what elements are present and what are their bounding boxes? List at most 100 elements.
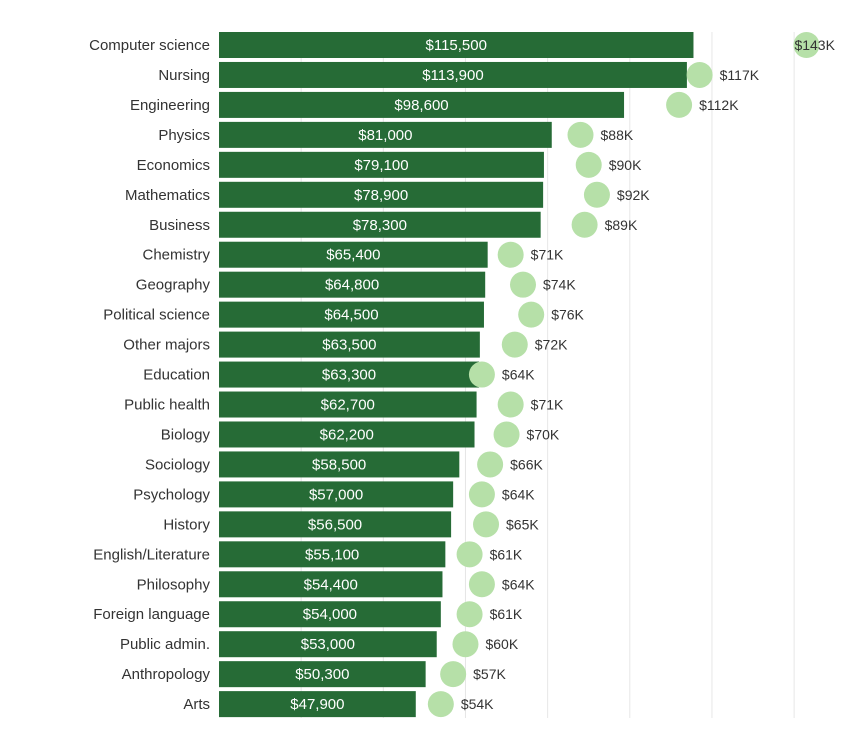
bar-value-label: $47,900 xyxy=(290,696,344,713)
dot xyxy=(497,391,524,418)
dot-value-label: $60K xyxy=(485,636,518,652)
dot xyxy=(452,631,479,658)
dot xyxy=(793,32,820,58)
dot-value-label: $57K xyxy=(473,666,506,682)
dot-value-label: $64K xyxy=(502,576,535,592)
category-label: Chemistry xyxy=(142,247,210,264)
dot xyxy=(456,601,483,628)
bar xyxy=(219,391,477,418)
bar-value-label: $54,000 xyxy=(303,606,357,623)
bar-value-label: $53,000 xyxy=(301,636,355,653)
bar xyxy=(219,601,441,628)
dot-value-label: $70K xyxy=(527,426,560,442)
category-label: Psychology xyxy=(133,486,210,503)
dot-value-label: $66K xyxy=(510,456,543,472)
bar xyxy=(219,181,544,208)
bar-value-label: $65,400 xyxy=(326,247,380,264)
category-label: Business xyxy=(149,217,210,234)
category-label: Public health xyxy=(124,397,210,414)
dot xyxy=(473,511,500,538)
bar-value-label: $62,200 xyxy=(320,426,374,443)
dot-value-label: $74K xyxy=(543,277,576,293)
dot-value-label: $64K xyxy=(502,367,535,383)
category-label: Biology xyxy=(161,426,211,443)
dot xyxy=(440,661,467,688)
dot-value-label: $76K xyxy=(551,307,584,323)
dot xyxy=(427,691,454,718)
bar-value-label: $113,900 xyxy=(422,67,483,84)
bar-value-label: $115,500 xyxy=(426,37,487,54)
category-label: History xyxy=(163,516,210,533)
dot-value-label: $89K xyxy=(605,217,638,233)
bar-value-label: $79,100 xyxy=(354,157,408,174)
bar xyxy=(219,271,486,298)
bar-value-label: $64,500 xyxy=(324,307,378,324)
category-label: Arts xyxy=(183,696,210,713)
bar xyxy=(219,301,484,328)
dot-value-label: $112K xyxy=(699,97,739,113)
category-label: Public admin. xyxy=(120,636,210,653)
dot-value-label: $64K xyxy=(502,486,535,502)
dot xyxy=(493,421,520,448)
bar-value-label: $78,900 xyxy=(354,187,408,204)
bar-value-label: $50,300 xyxy=(295,666,349,683)
dot-value-label: $61K xyxy=(490,546,523,562)
dot-value-label: $71K xyxy=(531,247,564,263)
bar-value-label: $64,800 xyxy=(325,277,379,294)
category-label: Philosophy xyxy=(137,576,211,593)
dot xyxy=(583,181,610,208)
dot xyxy=(567,121,594,148)
dot xyxy=(509,271,536,298)
bar xyxy=(219,541,446,568)
bar xyxy=(219,331,480,358)
dot xyxy=(686,61,713,88)
bar-value-label: $55,100 xyxy=(305,546,359,563)
dot xyxy=(456,541,483,568)
bar xyxy=(219,121,552,148)
dot-value-label: $88K xyxy=(601,127,634,143)
dot xyxy=(468,481,495,508)
bar-value-label: $81,000 xyxy=(358,127,412,144)
category-label: Education xyxy=(143,367,210,384)
dot xyxy=(518,301,545,328)
dot-value-label: $65K xyxy=(506,516,539,532)
dot-value-label: $117K xyxy=(720,67,760,83)
dot xyxy=(571,211,598,238)
category-label: Anthropology xyxy=(122,666,211,683)
category-label: Computer science xyxy=(89,37,210,54)
dot xyxy=(575,151,602,178)
dot-value-label: $92K xyxy=(617,187,650,203)
bar xyxy=(219,481,454,508)
bar xyxy=(219,151,544,178)
dot xyxy=(477,451,504,478)
bar xyxy=(219,511,452,538)
bar xyxy=(219,32,694,58)
category-label: Other majors xyxy=(123,337,210,354)
category-label: Nursing xyxy=(158,67,210,84)
bar xyxy=(219,451,460,478)
bar xyxy=(219,91,625,118)
category-label: Engineering xyxy=(130,97,210,114)
bar-value-label: $62,700 xyxy=(321,397,375,414)
bar-value-label: $54,400 xyxy=(304,576,358,593)
dot-value-label: $143K xyxy=(794,37,835,53)
category-label: Political science xyxy=(103,307,210,324)
dot xyxy=(468,571,495,598)
category-label: Sociology xyxy=(145,456,211,473)
category-label: Economics xyxy=(137,157,210,174)
bar-value-label: $63,500 xyxy=(322,337,376,354)
dot xyxy=(501,331,528,358)
bar xyxy=(219,361,480,388)
category-label: Physics xyxy=(158,127,210,144)
bar-series: $115,500 $113,900 $98,600 $81,000 $79,100 $78… xyxy=(219,32,694,718)
dot-value-label: $71K xyxy=(531,397,564,413)
category-label: Geography xyxy=(136,277,211,294)
bar-value-label: $98,600 xyxy=(394,97,448,114)
bar xyxy=(219,421,475,448)
bar-value-label: $57,000 xyxy=(309,486,363,503)
bar-value-label: $56,500 xyxy=(308,516,362,533)
dot xyxy=(666,91,693,118)
bar-value-label: $63,300 xyxy=(322,367,376,384)
dot-value-label: $72K xyxy=(535,337,568,353)
